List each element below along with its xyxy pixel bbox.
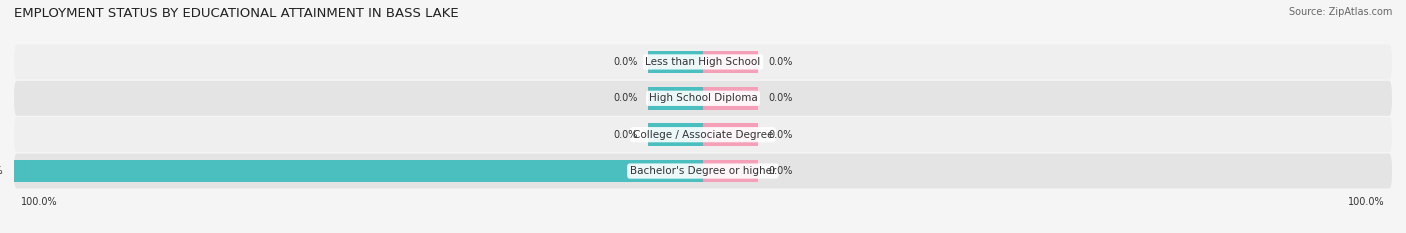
Text: 0.0%: 0.0% xyxy=(769,166,793,176)
Text: EMPLOYMENT STATUS BY EDUCATIONAL ATTAINMENT IN BASS LAKE: EMPLOYMENT STATUS BY EDUCATIONAL ATTAINM… xyxy=(14,7,458,20)
Text: 0.0%: 0.0% xyxy=(769,57,793,67)
Text: Bachelor's Degree or higher: Bachelor's Degree or higher xyxy=(630,166,776,176)
Text: 0.0%: 0.0% xyxy=(613,93,637,103)
Text: 0.0%: 0.0% xyxy=(613,130,637,140)
FancyBboxPatch shape xyxy=(14,154,1392,188)
Bar xyxy=(703,160,758,182)
Bar xyxy=(14,160,703,182)
Bar xyxy=(703,123,758,146)
Bar xyxy=(703,51,758,73)
Text: 100.0%: 100.0% xyxy=(21,196,58,206)
Bar xyxy=(648,51,703,73)
Bar xyxy=(648,123,703,146)
Text: College / Associate Degree: College / Associate Degree xyxy=(633,130,773,140)
Text: 0.0%: 0.0% xyxy=(769,93,793,103)
Text: 0.0%: 0.0% xyxy=(769,130,793,140)
FancyBboxPatch shape xyxy=(14,45,1392,79)
Text: High School Diploma: High School Diploma xyxy=(648,93,758,103)
Bar xyxy=(703,87,758,110)
FancyBboxPatch shape xyxy=(14,81,1392,116)
Text: 0.0%: 0.0% xyxy=(613,57,637,67)
Text: 100.0%: 100.0% xyxy=(1348,196,1385,206)
FancyBboxPatch shape xyxy=(14,117,1392,152)
Text: Less than High School: Less than High School xyxy=(645,57,761,67)
Text: 100.0%: 100.0% xyxy=(0,166,4,176)
Text: Source: ZipAtlas.com: Source: ZipAtlas.com xyxy=(1288,7,1392,17)
Bar xyxy=(648,87,703,110)
